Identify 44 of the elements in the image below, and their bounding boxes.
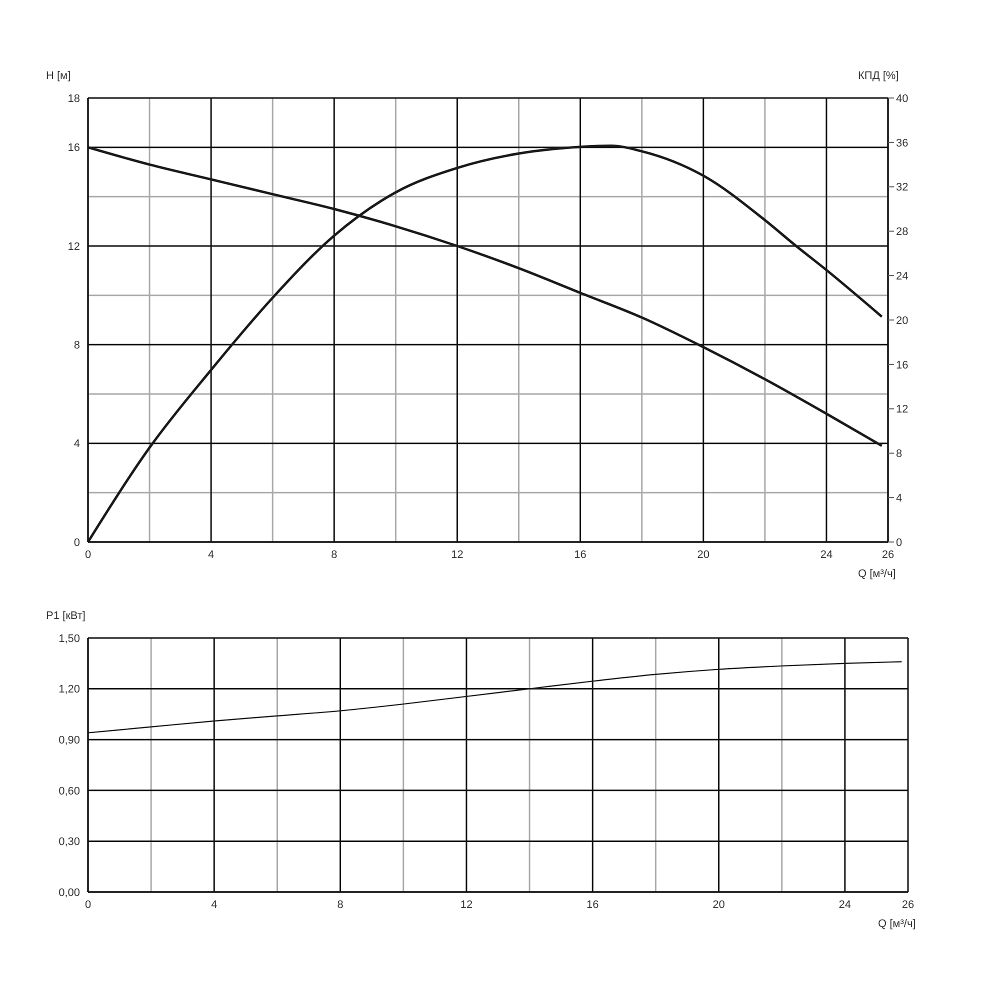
- y2-axis-title: КПД [%]: [858, 70, 899, 82]
- x-tick-label: 4: [208, 548, 214, 561]
- y2-tick-label: 16: [896, 359, 908, 372]
- y2-tick-label: 8: [896, 448, 902, 460]
- x-tick-label: 26: [882, 548, 894, 561]
- y-tick-label: 0,00: [58, 886, 80, 899]
- x-tick-label: 8: [331, 548, 338, 561]
- y-tick-label: 1,20: [58, 684, 80, 696]
- y-tick-label: 1,50: [58, 632, 80, 645]
- y-axis-title: P1 [кВт]: [46, 610, 86, 622]
- y-axis-title: H [м]: [46, 70, 71, 82]
- y2-tick-label: 4: [896, 492, 902, 505]
- y-tick-label: 0,30: [58, 836, 80, 848]
- y2-tick-label: 0: [896, 536, 902, 549]
- y2-tick-label: 20: [896, 314, 908, 327]
- y-tick-label: 0,90: [58, 734, 80, 747]
- x-tick-label: 24: [820, 548, 833, 561]
- x-tick-label: 20: [697, 548, 710, 561]
- x-axis-title: Q [м³/ч]: [878, 918, 916, 930]
- y-tick-label: 12: [68, 240, 80, 253]
- x-tick-label: 8: [337, 898, 344, 911]
- y2-tick-label: 28: [896, 226, 908, 238]
- x-tick-label: 0: [84, 548, 92, 561]
- x-tick-label: 24: [838, 898, 852, 911]
- y2-tick-label: 24: [896, 270, 908, 283]
- y-tick-label: 18: [68, 92, 80, 105]
- y-tick-label: 0,60: [58, 785, 80, 798]
- y-tick-label: 8: [74, 340, 80, 352]
- x-tick-label: 0: [84, 898, 92, 911]
- x-axis-title: Q [м³/ч]: [858, 568, 896, 580]
- y2-tick-label: 40: [896, 92, 908, 105]
- x-tick-label: 12: [460, 898, 473, 911]
- y2-tick-label: 12: [896, 404, 908, 416]
- x-tick-label: 4: [211, 898, 218, 911]
- y2-tick-label: 36: [896, 137, 908, 150]
- x-tick-label: 12: [451, 548, 464, 561]
- x-tick-label: 26: [902, 898, 914, 911]
- y2-tick-label: 32: [896, 182, 908, 194]
- x-tick-label: 16: [574, 548, 586, 561]
- y-tick-label: 4: [74, 438, 80, 450]
- y-tick-label: 16: [68, 142, 80, 154]
- x-tick-label: 16: [586, 898, 599, 911]
- y-tick-label: 0: [74, 536, 80, 549]
- x-tick-label: 20: [712, 898, 725, 911]
